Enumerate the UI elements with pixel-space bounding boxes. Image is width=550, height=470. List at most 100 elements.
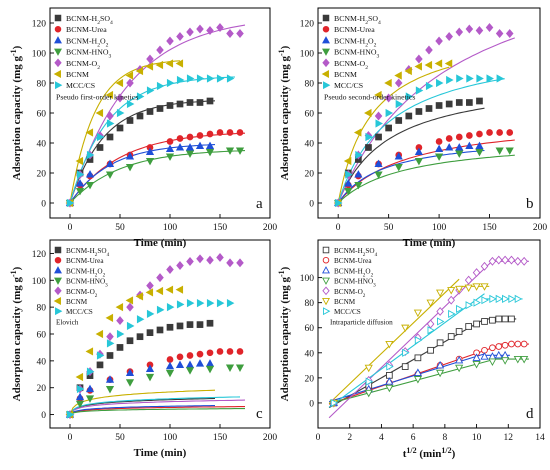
x-tick-label: 14 <box>535 433 545 443</box>
data-point <box>508 315 515 323</box>
data-point <box>126 99 135 109</box>
legend-label: BCNM <box>334 298 356 306</box>
x-axis-label: t1/2 (min1/2) <box>403 446 456 461</box>
fit-line <box>328 345 499 405</box>
data-point <box>226 29 234 38</box>
data-point <box>436 360 445 369</box>
legend-label: BCNM-H2SO4 <box>66 14 113 26</box>
y-tick-label: 80 <box>305 80 315 90</box>
data-point <box>206 26 214 35</box>
fit-curve <box>337 66 450 204</box>
legend-label: BCNM-O2 <box>66 288 98 299</box>
data-point <box>165 153 175 161</box>
data-point <box>426 319 435 329</box>
legend-label: MCC/CS <box>66 81 95 90</box>
data-point <box>196 350 204 358</box>
data-point <box>481 318 488 325</box>
data-point <box>175 360 185 368</box>
data-point <box>106 111 114 121</box>
x-tick-label: 50 <box>115 433 125 443</box>
data-point <box>165 59 174 68</box>
fit-line <box>328 359 493 405</box>
data-point <box>385 108 394 118</box>
data-point <box>165 369 175 378</box>
y-tick-label: 60 <box>37 110 47 120</box>
y-tick-label: 0 <box>309 200 314 210</box>
x-tick-label: 6 <box>411 433 416 443</box>
data-point <box>464 275 473 285</box>
data-point <box>505 147 514 155</box>
data-point <box>466 74 474 83</box>
data-point <box>365 144 372 151</box>
data-point <box>502 294 510 304</box>
data-point <box>216 129 224 136</box>
data-point <box>375 119 383 128</box>
legend-marker <box>322 298 330 306</box>
data-point <box>495 315 503 323</box>
data-point <box>75 179 85 187</box>
chart-panel-b: 0 50 100 150 200 0 20 40 60 80 100 120 Time (min) Ads… <box>277 7 547 249</box>
fit-curve <box>69 405 215 416</box>
data-point <box>216 299 225 308</box>
legend-label: BCNM-Urea <box>66 257 104 265</box>
y-tick-label: 20 <box>305 170 315 180</box>
data-point <box>480 352 489 360</box>
data-point <box>146 281 154 291</box>
data-point <box>495 294 504 304</box>
data-point <box>364 389 373 398</box>
data-point <box>501 315 509 323</box>
data-point <box>446 75 454 85</box>
data-point <box>353 128 362 137</box>
data-point <box>186 99 194 106</box>
y-axis-label: Adsorption capacity (mg g-1) <box>277 45 292 180</box>
data-point <box>455 133 463 141</box>
data-point <box>206 299 215 308</box>
y-tick-label: 40 <box>37 140 47 150</box>
data-point <box>125 152 135 160</box>
data-point <box>145 157 155 166</box>
legend-label: BCNM-H2O2 <box>66 36 109 48</box>
data-point <box>156 305 165 314</box>
y-tick-label: 60 <box>37 331 47 341</box>
data-point <box>75 372 84 382</box>
data-point <box>166 36 174 46</box>
data-point <box>374 159 383 168</box>
data-point <box>226 299 235 308</box>
data-point <box>455 328 463 335</box>
data-point <box>155 286 164 296</box>
data-point <box>76 170 85 179</box>
data-point <box>436 369 445 378</box>
data-point <box>489 316 496 324</box>
data-point <box>146 86 155 95</box>
legend-marker <box>322 277 330 285</box>
data-point <box>116 316 124 326</box>
legend-marker <box>54 256 62 264</box>
legend-marker <box>55 81 63 90</box>
data-point <box>96 351 105 360</box>
data-point <box>85 395 95 403</box>
data-point <box>496 74 505 83</box>
data-point <box>165 285 174 294</box>
data-point <box>508 294 516 304</box>
data-point <box>456 304 464 314</box>
data-point <box>414 62 422 71</box>
y-tick-label: 0 <box>309 399 314 409</box>
data-point <box>520 256 528 266</box>
data-point <box>186 133 194 141</box>
legend-label: MCC/CS <box>66 308 93 316</box>
data-point <box>146 54 154 64</box>
data-point <box>394 78 403 88</box>
legend-label: BCNM-H2SO4 <box>66 247 110 258</box>
data-point <box>125 296 134 305</box>
data-point <box>394 152 403 160</box>
data-point <box>156 273 164 283</box>
y-tick-label: 60 <box>305 110 315 120</box>
data-point <box>186 352 194 359</box>
data-point <box>116 344 124 351</box>
y-tick-label: 20 <box>37 170 47 180</box>
data-point <box>405 92 414 101</box>
data-point <box>86 150 95 160</box>
data-point <box>445 32 453 41</box>
legend-marker <box>322 36 330 44</box>
y-tick-label: 100 <box>300 50 315 60</box>
